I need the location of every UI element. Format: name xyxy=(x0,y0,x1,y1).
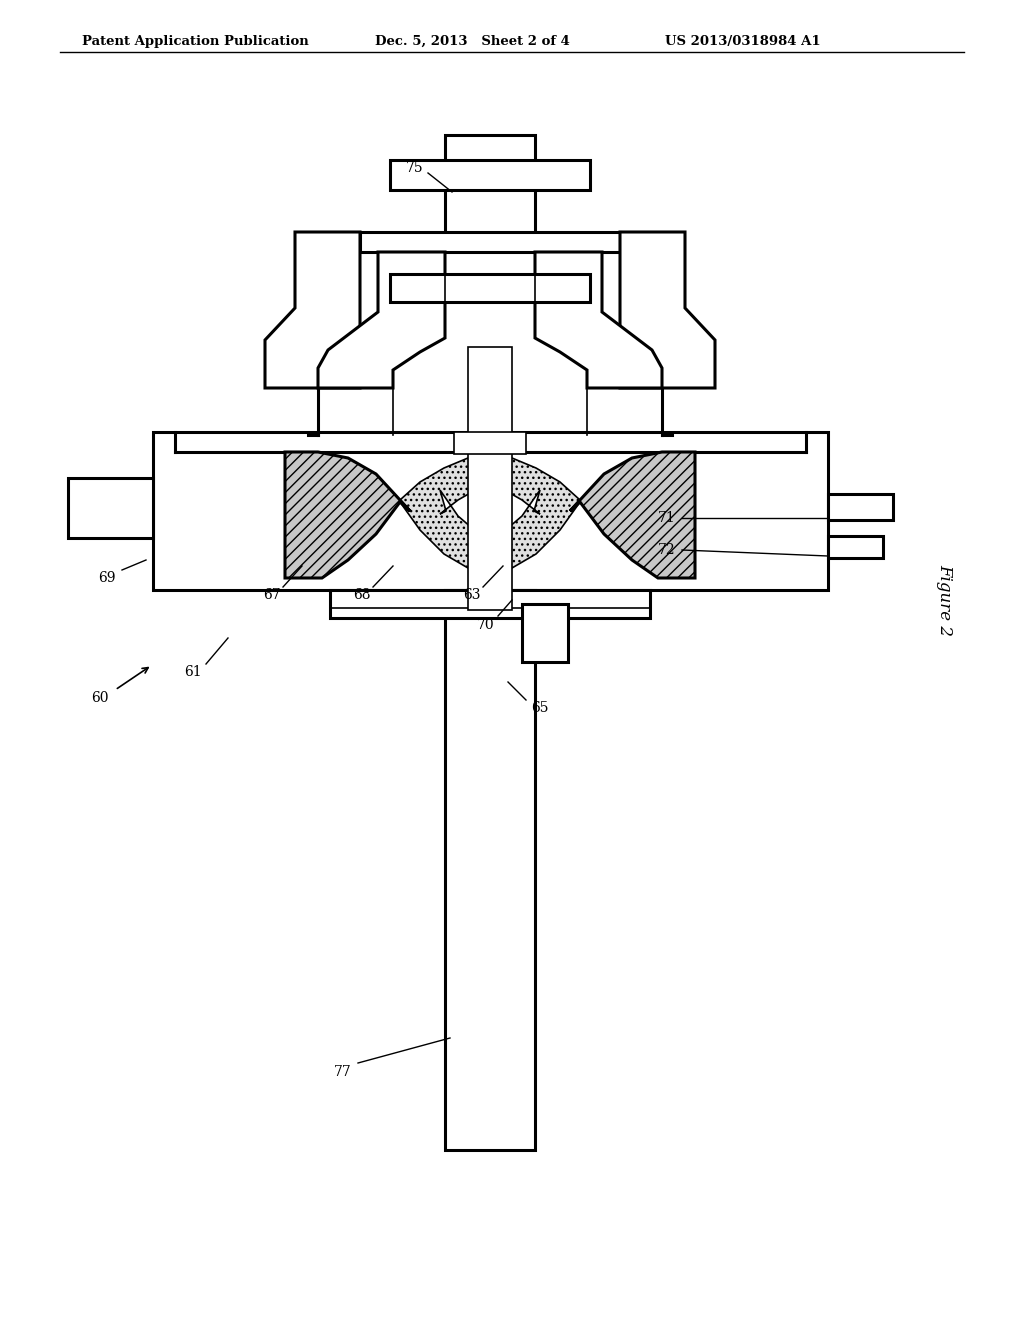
Text: 68: 68 xyxy=(353,587,371,602)
Bar xyxy=(522,605,568,663)
Text: 72: 72 xyxy=(658,543,676,557)
Bar xyxy=(390,160,590,190)
Text: 71: 71 xyxy=(658,511,676,525)
Bar xyxy=(828,536,883,558)
Text: Patent Application Publication: Patent Application Publication xyxy=(82,36,309,48)
Text: Figure 2: Figure 2 xyxy=(937,564,953,636)
Polygon shape xyxy=(318,252,445,388)
Polygon shape xyxy=(570,451,695,578)
Text: 77: 77 xyxy=(334,1065,352,1078)
Bar xyxy=(360,232,620,252)
Bar xyxy=(390,275,590,302)
Polygon shape xyxy=(285,451,410,578)
Text: 60: 60 xyxy=(91,690,109,705)
Bar xyxy=(330,590,650,618)
Polygon shape xyxy=(265,232,360,388)
Text: US 2013/0318984 A1: US 2013/0318984 A1 xyxy=(665,36,820,48)
Text: 69: 69 xyxy=(98,572,116,585)
Bar xyxy=(445,590,535,1150)
Polygon shape xyxy=(620,232,715,388)
Bar xyxy=(68,478,153,539)
Text: 61: 61 xyxy=(184,665,202,678)
Text: Dec. 5, 2013   Sheet 2 of 4: Dec. 5, 2013 Sheet 2 of 4 xyxy=(375,36,570,48)
Text: 63: 63 xyxy=(463,587,480,602)
Text: 67: 67 xyxy=(263,587,281,602)
Bar xyxy=(454,432,526,454)
Bar xyxy=(828,494,893,520)
Bar xyxy=(153,432,828,590)
Text: 70: 70 xyxy=(477,618,495,632)
Polygon shape xyxy=(400,455,580,572)
Polygon shape xyxy=(440,490,540,532)
Polygon shape xyxy=(535,252,662,388)
Text: 65: 65 xyxy=(531,701,549,715)
Bar xyxy=(468,347,512,610)
Bar xyxy=(445,135,535,246)
Text: 75: 75 xyxy=(407,161,424,176)
